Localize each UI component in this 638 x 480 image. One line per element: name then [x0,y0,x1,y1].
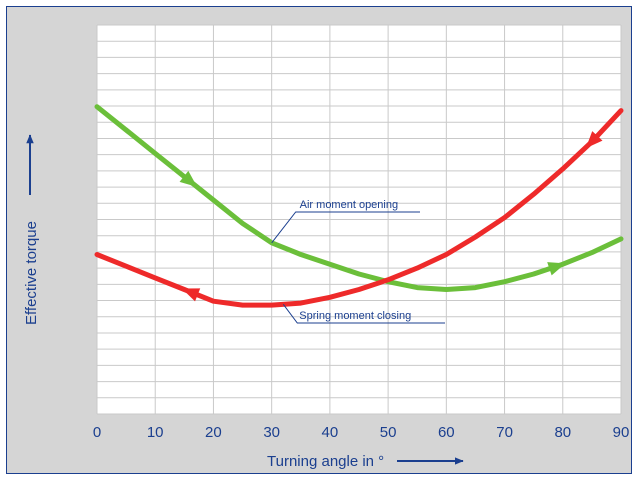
direction-arrows [179,131,603,302]
grid [96,24,622,415]
x-axis-label: Turning angle in ° [267,453,384,470]
annotation-spring-moment: Spring moment closing [299,310,411,322]
direction-arrow-1 [547,262,566,276]
direction-arrow-0 [179,170,198,188]
x-tick-label: 90 [613,424,630,441]
chart-frame: Air moment opening Spring moment closing … [6,6,632,474]
x-tick-label: 30 [263,424,280,441]
x-tick-label: 10 [147,424,164,441]
annotations: Air moment opening Spring moment closing [271,199,445,324]
direction-arrow-2 [181,288,201,302]
x-tick-labels: 0 10 20 30 40 50 60 70 80 90 [93,424,630,441]
x-tick-label: 50 [380,424,397,441]
annotation-air-moment: Air moment opening [300,199,398,211]
x-tick-label: 80 [554,424,571,441]
x-tick-label: 0 [93,424,101,441]
annotation-leader-line [282,304,445,324]
x-tick-label: 60 [438,424,455,441]
y-axis-label: Effective torque [23,221,40,325]
direction-arrow-3 [585,131,603,149]
x-tick-label: 70 [496,424,513,441]
annotation-leader-line [271,211,420,244]
x-tick-label: 40 [322,424,339,441]
x-tick-label: 20 [205,424,222,441]
